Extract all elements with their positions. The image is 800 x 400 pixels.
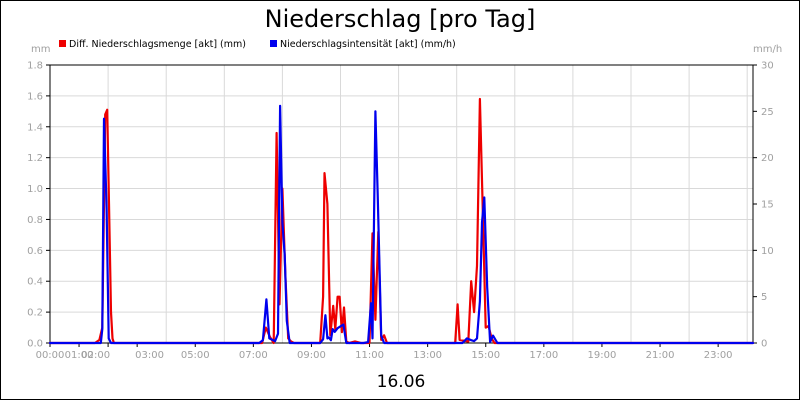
chart-title: Niederschlag [pro Tag] [265, 5, 536, 33]
x-tick-label: 01:00 [65, 350, 94, 361]
legend-label-menge: Diff. Niederschlagsmenge [akt] (mm) [69, 39, 246, 50]
y-left-unit: mm [31, 44, 50, 55]
y-right-tick-label: 30 [761, 61, 774, 72]
series-layer [48, 97, 755, 345]
x-tick-label: 13:00 [413, 350, 442, 361]
legend: Diff. Niederschlagsmenge [akt] (mm) Nied… [59, 39, 456, 50]
y-right-tick-label: 20 [761, 153, 774, 164]
x-tick-label: 19:00 [588, 350, 617, 361]
x-tick-label: 07:00 [239, 350, 268, 361]
y-left-tick-label: 0.8 [27, 215, 43, 226]
x-tick-label: 00:00 [36, 350, 65, 361]
y-right-tick-label: 25 [761, 107, 774, 118]
y-left-tick-label: 1.4 [27, 122, 43, 133]
y-right-unit: mm/h [753, 44, 782, 55]
legend-swatch-intensitaet [270, 40, 277, 47]
x-tick-label: 02:00 [81, 350, 110, 361]
y-right-tick-label: 0 [761, 339, 767, 350]
plot-area-border [49, 64, 754, 344]
x-tick-label: 21:00 [646, 350, 675, 361]
y-left-tick-label: 0.4 [27, 277, 43, 288]
x-tick-label: 23:00 [704, 350, 733, 361]
y-right-tick-label: 15 [761, 200, 774, 211]
y-right-tick-label: 5 [761, 292, 767, 303]
legend-label-intensitaet: Niederschlagsintensität [akt] (mm/h) [280, 39, 456, 50]
y-left-tick-label: 1.0 [27, 184, 43, 195]
date-label: 16.06 [377, 372, 426, 392]
x-tick-label: 17:00 [529, 350, 558, 361]
x-tick-label: 05:00 [181, 350, 210, 361]
y-axis-left: 0.0 0.2 0.4 0.6 0.8 1.0 1.2 1.4 1.6 1.8 [27, 61, 50, 350]
y-left-tick-label: 0.2 [27, 308, 43, 319]
y-axis-right: 0 5 10 15 20 25 30 [753, 61, 774, 350]
x-tick-label: 03:00 [135, 350, 164, 361]
grid [50, 65, 753, 343]
legend-swatch-menge [59, 40, 66, 47]
x-tick-label: 11:00 [355, 350, 384, 361]
y-left-tick-label: 1.6 [27, 91, 43, 102]
series-line-niederschlagsmenge [48, 97, 755, 345]
x-tick-label: 09:00 [297, 350, 326, 361]
y-left-tick-label: 1.2 [27, 153, 43, 164]
series-line-niederschlagsintensitaet [48, 104, 755, 345]
y-left-tick-label: 0.6 [27, 246, 43, 257]
y-left-tick-label: 0.0 [27, 339, 43, 350]
y-right-tick-label: 10 [761, 246, 774, 257]
x-tick-label: 15:00 [471, 350, 500, 361]
y-left-tick-label: 1.8 [27, 61, 43, 72]
